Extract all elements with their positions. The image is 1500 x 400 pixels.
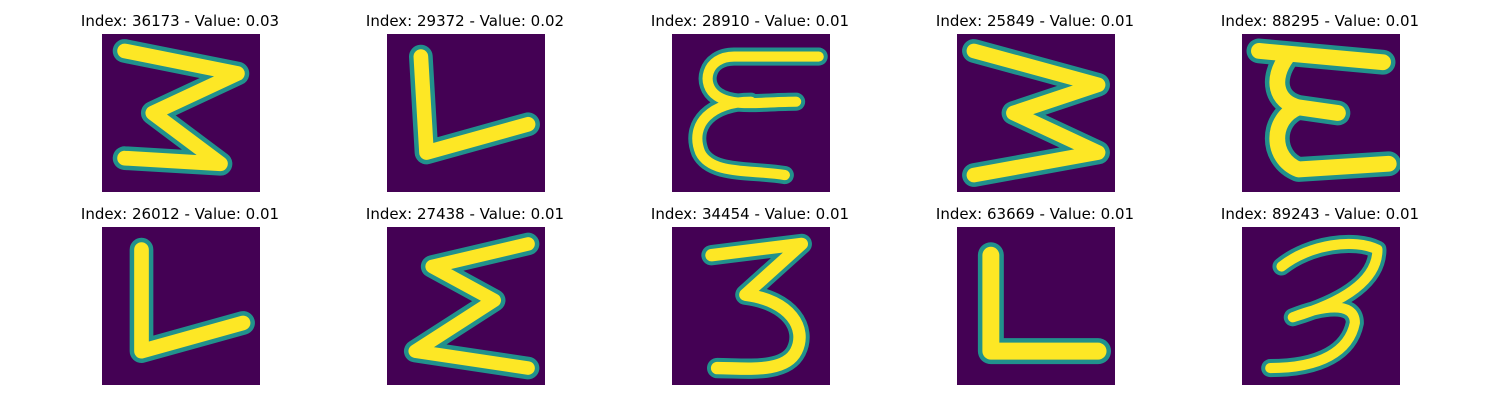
digit-image bbox=[957, 34, 1115, 192]
panel-10: Index: 89243 - Value: 0.01 bbox=[1190, 205, 1450, 395]
digit-image bbox=[1242, 34, 1400, 192]
panel-title: Index: 34454 - Value: 0.01 bbox=[650, 205, 850, 223]
panel-title: Index: 29372 - Value: 0.02 bbox=[365, 12, 565, 30]
digit-glyph bbox=[112, 39, 250, 176]
panel-3: Index: 28910 - Value: 0.01 bbox=[620, 12, 880, 202]
panel-8: Index: 34454 - Value: 0.01 bbox=[620, 205, 880, 395]
digit-image bbox=[102, 227, 260, 385]
panel-title: Index: 63669 - Value: 0.01 bbox=[935, 205, 1135, 223]
digit-image bbox=[957, 227, 1115, 385]
digit-glyph bbox=[701, 233, 812, 379]
panel-5: Index: 88295 - Value: 0.01 bbox=[1190, 12, 1450, 202]
panel-title: Index: 36173 - Value: 0.03 bbox=[80, 12, 280, 30]
digit-glyph bbox=[403, 232, 540, 380]
panel-4: Index: 25849 - Value: 0.01 bbox=[905, 12, 1165, 202]
panel-title: Index: 28910 - Value: 0.01 bbox=[650, 12, 850, 30]
digit-glyph bbox=[962, 39, 1110, 187]
digit-glyph bbox=[409, 44, 540, 165]
digit-image bbox=[387, 34, 545, 192]
digit-glyph bbox=[688, 47, 828, 185]
panel-title: Index: 25849 - Value: 0.01 bbox=[935, 12, 1135, 30]
panel-2: Index: 29372 - Value: 0.02 bbox=[335, 12, 595, 202]
digit-image bbox=[102, 34, 260, 192]
panel-title: Index: 26012 - Value: 0.01 bbox=[80, 205, 280, 223]
panel-7: Index: 27438 - Value: 0.01 bbox=[335, 205, 595, 395]
panel-6: Index: 26012 - Value: 0.01 bbox=[50, 205, 310, 395]
digit-image bbox=[1242, 227, 1400, 385]
panel-1: Index: 36173 - Value: 0.03 bbox=[50, 12, 310, 202]
panel-title: Index: 89243 - Value: 0.01 bbox=[1220, 205, 1420, 223]
digit-image bbox=[387, 227, 545, 385]
digit-image bbox=[672, 227, 830, 385]
panel-title: Index: 27438 - Value: 0.01 bbox=[365, 205, 565, 223]
digit-glyph bbox=[977, 242, 1112, 365]
digit-glyph bbox=[129, 237, 255, 363]
panel-9: Index: 63669 - Value: 0.01 bbox=[905, 205, 1165, 395]
panel-title: Index: 88295 - Value: 0.01 bbox=[1220, 12, 1420, 30]
digit-glyph bbox=[1261, 234, 1387, 378]
digit-glyph bbox=[1246, 38, 1400, 182]
digit-image bbox=[672, 34, 830, 192]
